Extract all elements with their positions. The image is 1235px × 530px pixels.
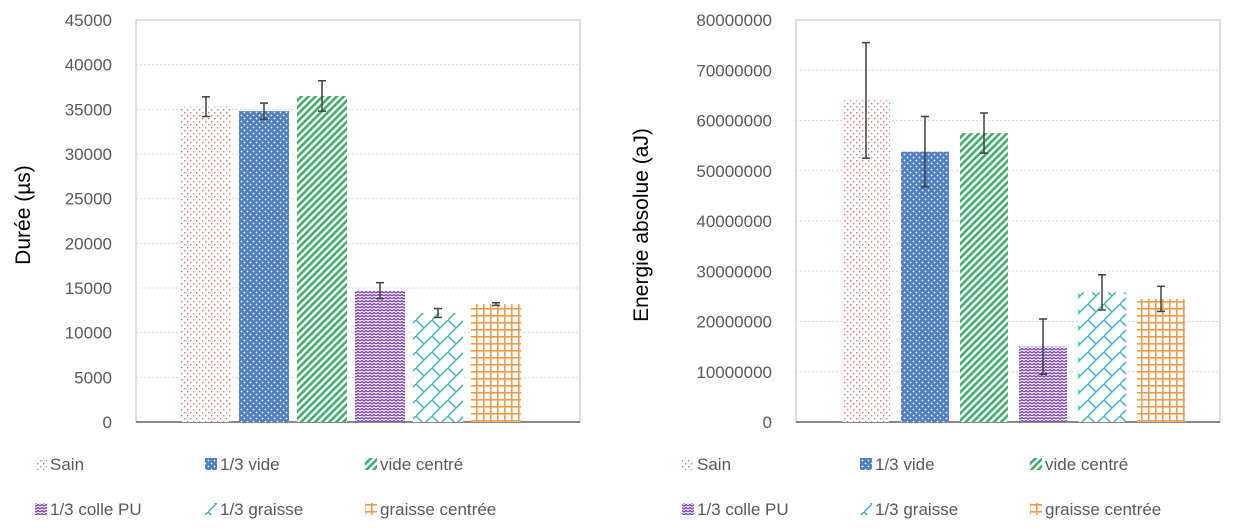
legend-label: 1/3 graisse bbox=[220, 500, 303, 519]
legend-label: 1/3 colle PU bbox=[697, 500, 789, 519]
legend-label: graisse centrée bbox=[1045, 500, 1161, 519]
legend-label: 1/3 vide bbox=[220, 455, 280, 474]
chart-energie: 0 10000000 20000000 30000000 40000000 5000000… bbox=[630, 11, 1221, 519]
y-tick-label: 25000 bbox=[65, 190, 112, 209]
y-tick-label: 70000000 bbox=[696, 61, 772, 80]
y-tick-label: 30000 bbox=[65, 145, 112, 164]
y-tick-label: 0 bbox=[103, 413, 112, 432]
bar-vide-centr bbox=[960, 133, 1008, 422]
legend-swatch bbox=[682, 503, 694, 515]
bar-1-3-colle-pu bbox=[355, 290, 405, 422]
y-axis-title: Energie absolue (aJ) bbox=[630, 128, 653, 322]
y-tick-label: 50000000 bbox=[696, 162, 772, 181]
legend-item-1-3-graisse[interactable]: 1/3 graisse bbox=[205, 500, 303, 519]
legend-item-graisse-centr-e[interactable]: graisse centrée bbox=[1030, 500, 1161, 519]
legend-item-sain[interactable]: Sain bbox=[682, 455, 731, 474]
bar-1-3-vide bbox=[901, 151, 949, 422]
y-axis-title: Durée (µs) bbox=[12, 165, 35, 265]
bar-graisse-centr-e bbox=[1137, 298, 1185, 422]
y-tick-label: 40000 bbox=[65, 56, 112, 75]
legend-item-vide-centr[interactable]: vide centré bbox=[1030, 455, 1128, 474]
legend-swatch bbox=[205, 503, 217, 515]
legend-swatch bbox=[35, 503, 47, 515]
legend-item-1-3-graisse[interactable]: 1/3 graisse bbox=[860, 500, 958, 519]
legend-label: graisse centrée bbox=[380, 500, 496, 519]
legend-label: vide centré bbox=[380, 455, 463, 474]
legend-swatch bbox=[1030, 458, 1042, 470]
legend-swatch bbox=[860, 503, 872, 515]
y-tick-label: 45000 bbox=[65, 11, 112, 30]
legend-swatch bbox=[365, 458, 377, 470]
y-tick-label: 5000 bbox=[74, 368, 112, 387]
y-tick-label: 40000000 bbox=[696, 212, 772, 231]
y-tick-label: 30000000 bbox=[696, 262, 772, 281]
y-tick-label: 20000000 bbox=[696, 313, 772, 332]
bar-1-3-graisse bbox=[1078, 292, 1126, 422]
y-tick-label: 20000 bbox=[65, 234, 112, 253]
legend-item-graisse-centr-e[interactable]: graisse centrée bbox=[365, 500, 496, 519]
y-tick-label: 10000 bbox=[65, 324, 112, 343]
legend-label: 1/3 vide bbox=[875, 455, 935, 474]
y-tick-label: 35000 bbox=[65, 100, 112, 119]
bar-1-3-vide bbox=[239, 111, 289, 423]
y-tick-label: 15000 bbox=[65, 279, 112, 298]
legend-label: 1/3 graisse bbox=[875, 500, 958, 519]
bar-1-3-graisse bbox=[413, 313, 463, 422]
legend-item-sain[interactable]: Sain bbox=[35, 455, 84, 474]
legend-item-1-3-vide[interactable]: 1/3 vide bbox=[205, 455, 280, 474]
legend-item-1-3-colle-pu[interactable]: 1/3 colle PU bbox=[682, 500, 789, 519]
legend-label: Sain bbox=[697, 455, 731, 474]
legend-item-vide-centr[interactable]: vide centré bbox=[365, 455, 463, 474]
legend-swatch bbox=[205, 458, 217, 470]
y-tick-label: 0 bbox=[763, 413, 772, 432]
y-tick-label: 80000000 bbox=[696, 11, 772, 30]
bar-graisse-centr-e bbox=[471, 304, 521, 422]
y-tick-label: 60000000 bbox=[696, 112, 772, 131]
legend-swatch bbox=[860, 458, 872, 470]
legend-label: vide centré bbox=[1045, 455, 1128, 474]
legend-item-1-3-colle-pu[interactable]: 1/3 colle PU bbox=[35, 500, 142, 519]
bar-vide-centr bbox=[297, 95, 347, 422]
y-tick-label: 10000000 bbox=[696, 363, 772, 382]
legend-swatch bbox=[1030, 503, 1042, 515]
chart-duree: 0 5000 10000 15000 20000 25000 30000 35000 40000… bbox=[12, 11, 581, 519]
legend-label: Sain bbox=[50, 455, 84, 474]
legend-swatch bbox=[365, 503, 377, 515]
legend-swatch bbox=[35, 458, 47, 470]
legend-item-1-3-vide[interactable]: 1/3 vide bbox=[860, 455, 935, 474]
legend-swatch bbox=[682, 458, 694, 470]
legend-label: 1/3 colle PU bbox=[50, 500, 142, 519]
bar-sain bbox=[181, 106, 231, 423]
